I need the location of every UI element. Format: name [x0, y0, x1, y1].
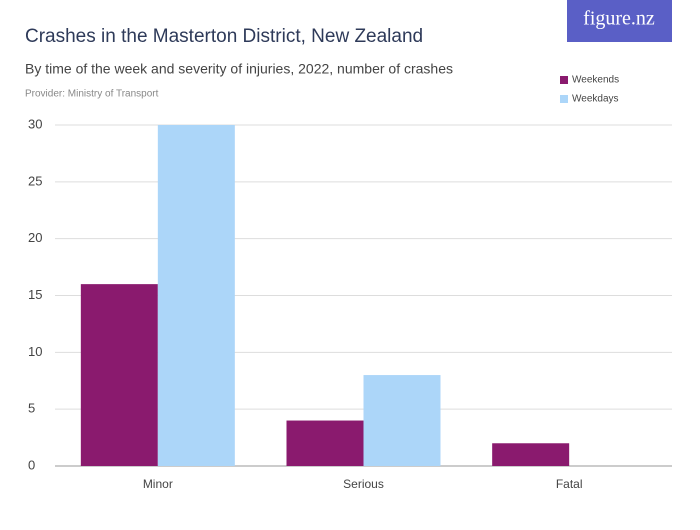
logo-box [567, 0, 672, 42]
bar [286, 420, 364, 466]
y-tick-label: 20 [28, 230, 42, 245]
bar [363, 375, 441, 466]
x-tick-label: Minor [143, 477, 173, 491]
x-tick-label: Fatal [556, 477, 583, 491]
legend-swatch [560, 95, 568, 103]
bar [492, 443, 570, 466]
y-tick-label: 15 [28, 287, 42, 302]
x-tick-label: Serious [343, 477, 384, 491]
bar [157, 125, 235, 466]
y-tick-label: 0 [28, 457, 35, 472]
y-tick-label: 5 [28, 401, 35, 416]
legend-swatch [560, 76, 568, 84]
legend-label: Weekdays [572, 94, 619, 105]
bar [80, 284, 158, 466]
logo: figure.nz [583, 8, 655, 30]
chart-subtitle: By time of the week and severity of inju… [25, 61, 453, 77]
provider: Provider: Ministry of Transport [25, 89, 159, 100]
y-tick-label: 25 [28, 173, 42, 188]
legend-label: Weekends [572, 75, 619, 86]
chart-title: Crashes in the Masterton District, New Z… [25, 26, 423, 47]
y-tick-label: 30 [28, 116, 42, 131]
y-tick-label: 10 [28, 344, 42, 359]
